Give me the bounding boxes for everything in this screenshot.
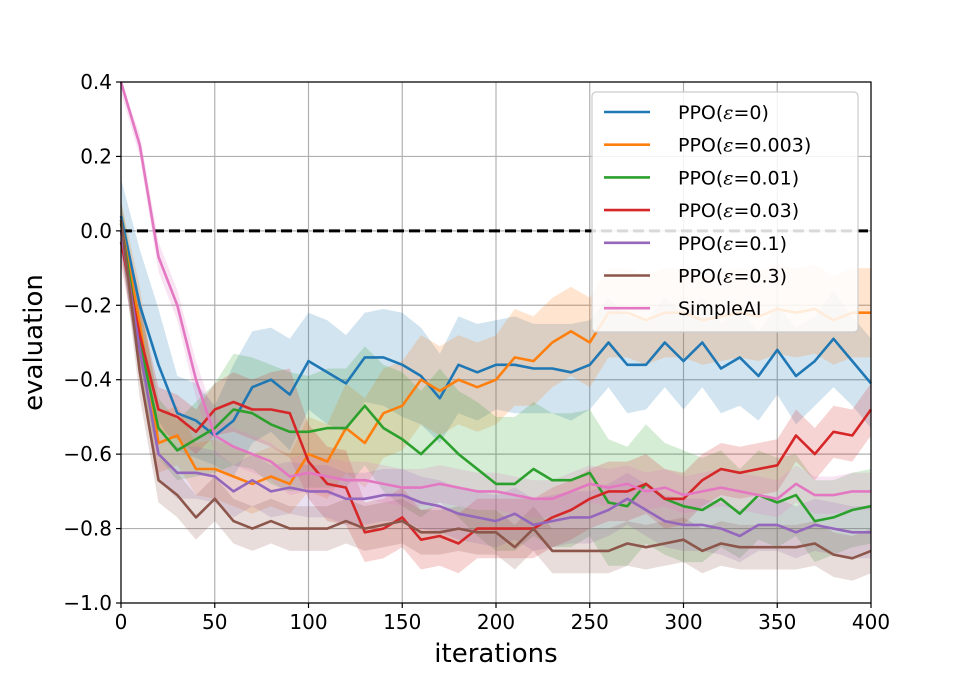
y-tick-label: −1.0: [63, 591, 112, 615]
series-line-2: [119, 223, 872, 523]
legend-label: PPO(ε=0.003): [678, 135, 811, 157]
y-tick-label: 0.0: [80, 219, 112, 243]
series-line-0: [119, 215, 872, 437]
y-tick-label: −0.6: [63, 442, 112, 466]
y-tick-label: −0.8: [63, 517, 112, 541]
x-tick-label: 300: [664, 610, 702, 634]
legend-label: PPO(ε=0.01): [678, 167, 799, 189]
y-tick-label: −0.4: [63, 368, 112, 392]
y-axis-ticks: −1.0 −0.8 −0.6 −0.4 −0.2 0.0 0.2 0.4: [63, 70, 121, 615]
legend-label: PPO(ε=0.1): [678, 233, 787, 255]
legend-label: PPO(ε=0): [678, 102, 769, 124]
series-line-5: [119, 219, 872, 560]
x-axis-ticks: 0 50 100 150 200 250 300 350 400: [115, 603, 890, 634]
series-line-3: [119, 241, 873, 545]
y-tick-label: 0.2: [80, 144, 112, 168]
band-series-3: [121, 219, 871, 574]
x-tick-label: 150: [383, 610, 421, 634]
series-line-4: [119, 230, 871, 538]
legend-label: SimpleAI: [678, 298, 761, 320]
y-tick-label: 0.4: [80, 70, 112, 94]
legend-box: [591, 91, 859, 333]
x-tick-label: 0: [115, 610, 128, 634]
series-line-6: [119, 81, 871, 501]
x-tick-label: 250: [571, 610, 609, 634]
x-tick-label: 350: [758, 610, 796, 634]
x-axis-label: iterations: [434, 639, 557, 669]
band-series-6: [121, 82, 871, 518]
legend-label: PPO(ε=0.03): [678, 200, 799, 222]
x-tick-label: 50: [202, 610, 227, 634]
y-tick-label: −0.2: [63, 293, 112, 317]
band-series-2: [121, 201, 871, 566]
x-tick-label: 200: [477, 610, 515, 634]
series-lines: [119, 81, 873, 560]
band-series-0: [121, 178, 871, 477]
legend-label: PPO(ε=0.3): [678, 266, 787, 288]
y-axis-label: evaluation: [19, 274, 49, 411]
x-tick-label: 100: [289, 610, 327, 634]
band-series-5: [121, 197, 871, 581]
x-tick-label: 400: [852, 610, 890, 634]
legend: PPO(ε=0) PPO(ε=0.003) PPO(ε=0.01) PPO(ε=0.0…: [591, 91, 859, 333]
